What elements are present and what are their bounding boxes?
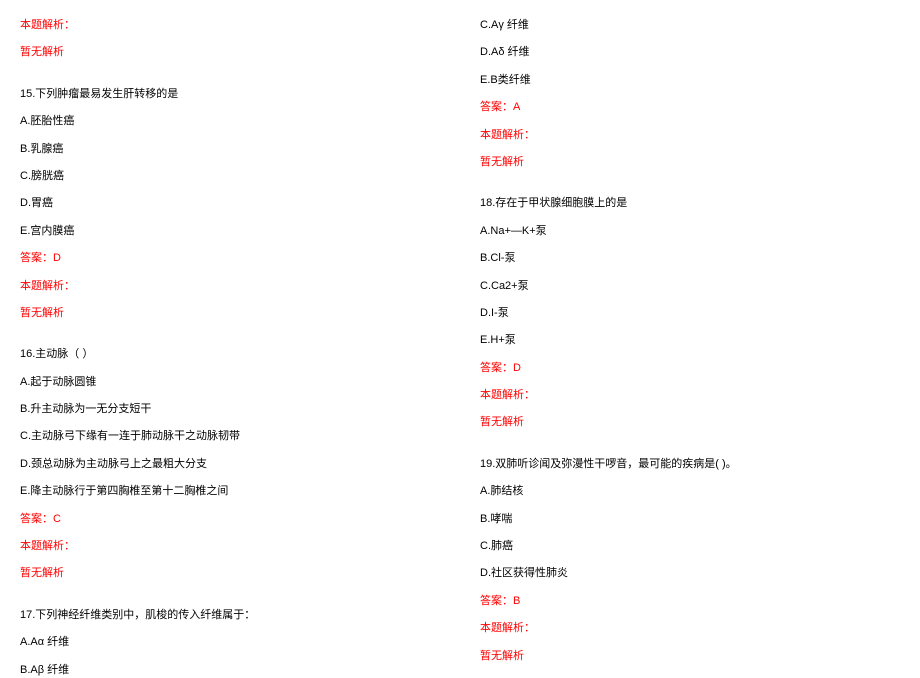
q18-parse-none: 暂无解析 <box>480 415 900 430</box>
q17-option-c: C.Aγ 纤维 <box>480 18 900 33</box>
q16-option-b: B.升主动脉为一无分支短干 <box>20 402 440 417</box>
q18-option-c: C.Ca2+泵 <box>480 279 900 294</box>
q17-parse-none: 暂无解析 <box>480 155 900 170</box>
q18-stem: 18.存在于甲状腺细胞膜上的是 <box>480 196 900 211</box>
q18-option-d: D.I-泵 <box>480 306 900 321</box>
q17-stem: 17.下列神经纤维类别中，肌梭的传入纤维属于： <box>20 608 440 623</box>
q15-answer: 答案：D <box>20 251 440 266</box>
q17-option-a: A.Aα 纤维 <box>20 635 440 650</box>
q19-option-b: B.哮喘 <box>480 512 900 527</box>
q17-option-b: B.Aβ 纤维 <box>20 663 440 678</box>
q19-stem: 19.双肺听诊闻及弥漫性干啰音，最可能的疾病是( )。 <box>480 457 900 472</box>
q18-parse-label: 本题解析： <box>480 388 900 403</box>
q19-option-d: D.社区获得性肺炎 <box>480 566 900 581</box>
q16-option-d: D.颈总动脉为主动脉弓上之最粗大分支 <box>20 457 440 472</box>
q15-option-e: E.宫内膜癌 <box>20 224 440 239</box>
q18-option-e: E.H+泵 <box>480 333 900 348</box>
parse-none: 暂无解析 <box>20 45 440 60</box>
q16-stem: 16.主动脉（ ） <box>20 347 440 362</box>
q16-answer: 答案：C <box>20 512 440 527</box>
right-column: C.Aγ 纤维 D.Aδ 纤维 E.B类纤维 答案：A 本题解析： 暂无解析 1… <box>460 0 920 651</box>
q16-parse-label: 本题解析： <box>20 539 440 554</box>
q18-option-b: B.Cl-泵 <box>480 251 900 266</box>
q16-option-c: C.主动脉弓下缘有一连于肺动脉干之动脉韧带 <box>20 429 440 444</box>
q15-parse-label: 本题解析： <box>20 279 440 294</box>
q15-option-b: B.乳腺癌 <box>20 142 440 157</box>
q19-answer: 答案：B <box>480 594 900 609</box>
q16-option-e: E.降主动脉行于第四胸椎至第十二胸椎之间 <box>20 484 440 499</box>
q15-option-c: C.膀胱癌 <box>20 169 440 184</box>
q17-parse-label: 本题解析： <box>480 128 900 143</box>
q16-parse-none: 暂无解析 <box>20 566 440 581</box>
q15-option-d: D.胃癌 <box>20 196 440 211</box>
q15-option-a: A.胚胎性癌 <box>20 114 440 129</box>
q17-option-e: E.B类纤维 <box>480 73 900 88</box>
q19-option-c: C.肺癌 <box>480 539 900 554</box>
q15-stem: 15.下列肿瘤最易发生肝转移的是 <box>20 87 440 102</box>
q17-option-d: D.Aδ 纤维 <box>480 45 900 60</box>
q18-option-a: A.Na+—K+泵 <box>480 224 900 239</box>
q17-answer: 答案：A <box>480 100 900 115</box>
left-column: 本题解析： 暂无解析 15.下列肿瘤最易发生肝转移的是 A.胚胎性癌 B.乳腺癌… <box>0 0 460 651</box>
q15-parse-none: 暂无解析 <box>20 306 440 321</box>
q18-answer: 答案：D <box>480 361 900 376</box>
document-page: 本题解析： 暂无解析 15.下列肿瘤最易发生肝转移的是 A.胚胎性癌 B.乳腺癌… <box>0 0 920 651</box>
q19-parse-label: 本题解析： <box>480 621 900 636</box>
parse-label: 本题解析： <box>20 18 440 33</box>
q16-option-a: A.起于动脉圆锥 <box>20 375 440 390</box>
q19-option-a: A.肺结核 <box>480 484 900 499</box>
